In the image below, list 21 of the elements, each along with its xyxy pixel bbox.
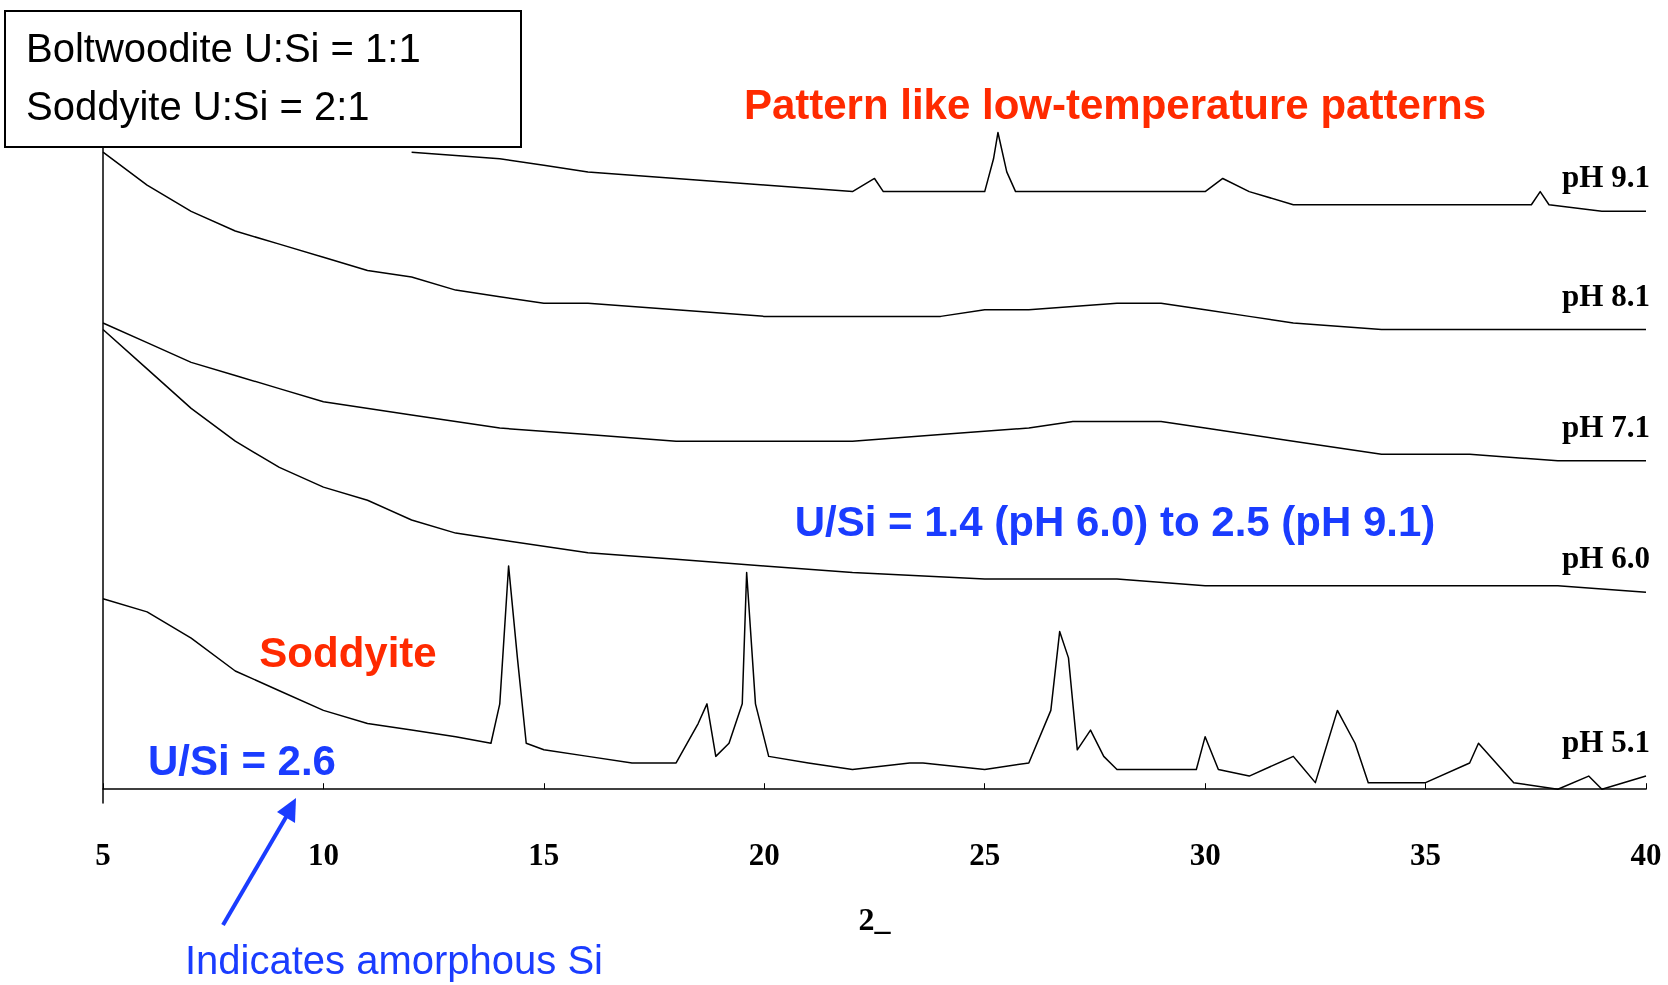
- text: Pattern like low-temperature patterns: [743, 80, 1487, 128]
- x-tick-label: 30: [1189, 837, 1221, 872]
- x-tick-label: 40: [1630, 837, 1662, 872]
- x-tick-label: 25: [969, 837, 1001, 872]
- text: Indicates amorphous Si: [184, 938, 604, 982]
- series-label: pH 8.1: [1562, 277, 1650, 313]
- series-label: pH 5.1: [1562, 724, 1650, 760]
- x-tick-label: 10: [307, 837, 339, 872]
- series-label: pH 7.1: [1562, 408, 1650, 444]
- text: Boltwoodite U:Si = 1:1: [26, 26, 421, 70]
- annotation: U/Si = 1.4 (pH 6.0) to 2.5 (pH 9.1): [794, 497, 1436, 545]
- annotation: Soddyite: [259, 628, 437, 676]
- annotation: U/Si = 2.6: [148, 736, 336, 784]
- series-label: pH 6.0: [1562, 540, 1650, 576]
- x-tick-label: 35: [1410, 837, 1442, 872]
- x-tick-label: 15: [528, 837, 560, 872]
- series-label: pH 9.1: [1562, 159, 1650, 195]
- x-tick-label: 20: [748, 837, 780, 872]
- x-tick-label: 5: [95, 837, 111, 872]
- x-axis-title: 2_: [858, 901, 892, 937]
- text: Soddyite U:Si = 2:1: [26, 84, 370, 128]
